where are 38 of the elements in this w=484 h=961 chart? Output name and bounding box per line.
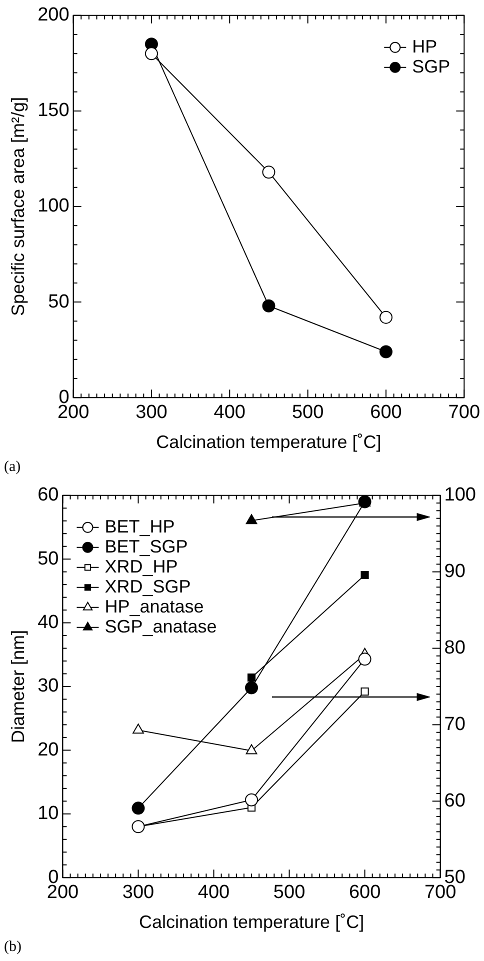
x-axis-title: Calcination temperature [˚C] bbox=[156, 432, 382, 452]
x-tick-label: 300 bbox=[122, 882, 154, 904]
y-tick-label: 10 bbox=[38, 803, 59, 824]
y2-tick-label: 100 bbox=[444, 484, 476, 506]
x-tick-label: 400 bbox=[198, 882, 230, 904]
y-tick-label: 100 bbox=[38, 196, 70, 217]
y-axis-title: Specific surface area [m²/g] bbox=[8, 96, 28, 316]
x-tick-label: 300 bbox=[136, 402, 168, 424]
y-tick-label: 50 bbox=[48, 291, 70, 312]
y-tick-label: 30 bbox=[38, 676, 59, 697]
x-tick-label: 500 bbox=[273, 882, 306, 904]
legend-label: BET_HP bbox=[104, 516, 175, 536]
legend-label: BET_SGP bbox=[104, 536, 188, 556]
text: (b) bbox=[4, 939, 22, 956]
y-tick-label: 150 bbox=[38, 100, 70, 122]
y-axis-title: Diameter [nm] bbox=[8, 630, 28, 744]
x-tick-label: 400 bbox=[214, 402, 246, 424]
legend-label: HP_anatase bbox=[104, 596, 204, 616]
y-tick-label: 200 bbox=[38, 4, 70, 26]
x-tick-label: 600 bbox=[348, 882, 381, 904]
legend-label: XRD_SGP bbox=[104, 576, 191, 596]
y-tick-label: 40 bbox=[38, 612, 59, 634]
y-tick-label: 50 bbox=[38, 548, 59, 570]
y2-tick-label: 70 bbox=[444, 714, 466, 735]
y2-tick-label: 60 bbox=[444, 790, 466, 812]
x-tick-label: 600 bbox=[370, 402, 402, 424]
x-tick-label: 700 bbox=[448, 402, 480, 424]
legend-label: SGP bbox=[412, 56, 450, 76]
y2-tick-label: 80 bbox=[444, 638, 466, 659]
legend-label: XRD_HP bbox=[104, 556, 178, 576]
legend-label: SGP_anatase bbox=[104, 616, 217, 636]
x-tick-label: 500 bbox=[292, 402, 324, 424]
legend-label: HP bbox=[412, 36, 438, 56]
y-tick-label: 20 bbox=[38, 739, 59, 760]
y2-tick-label: 90 bbox=[444, 561, 466, 582]
y-tick-label: 60 bbox=[38, 484, 59, 506]
x-axis-title: Calcination temperature [˚C] bbox=[138, 912, 364, 932]
text: (a) bbox=[4, 459, 21, 476]
